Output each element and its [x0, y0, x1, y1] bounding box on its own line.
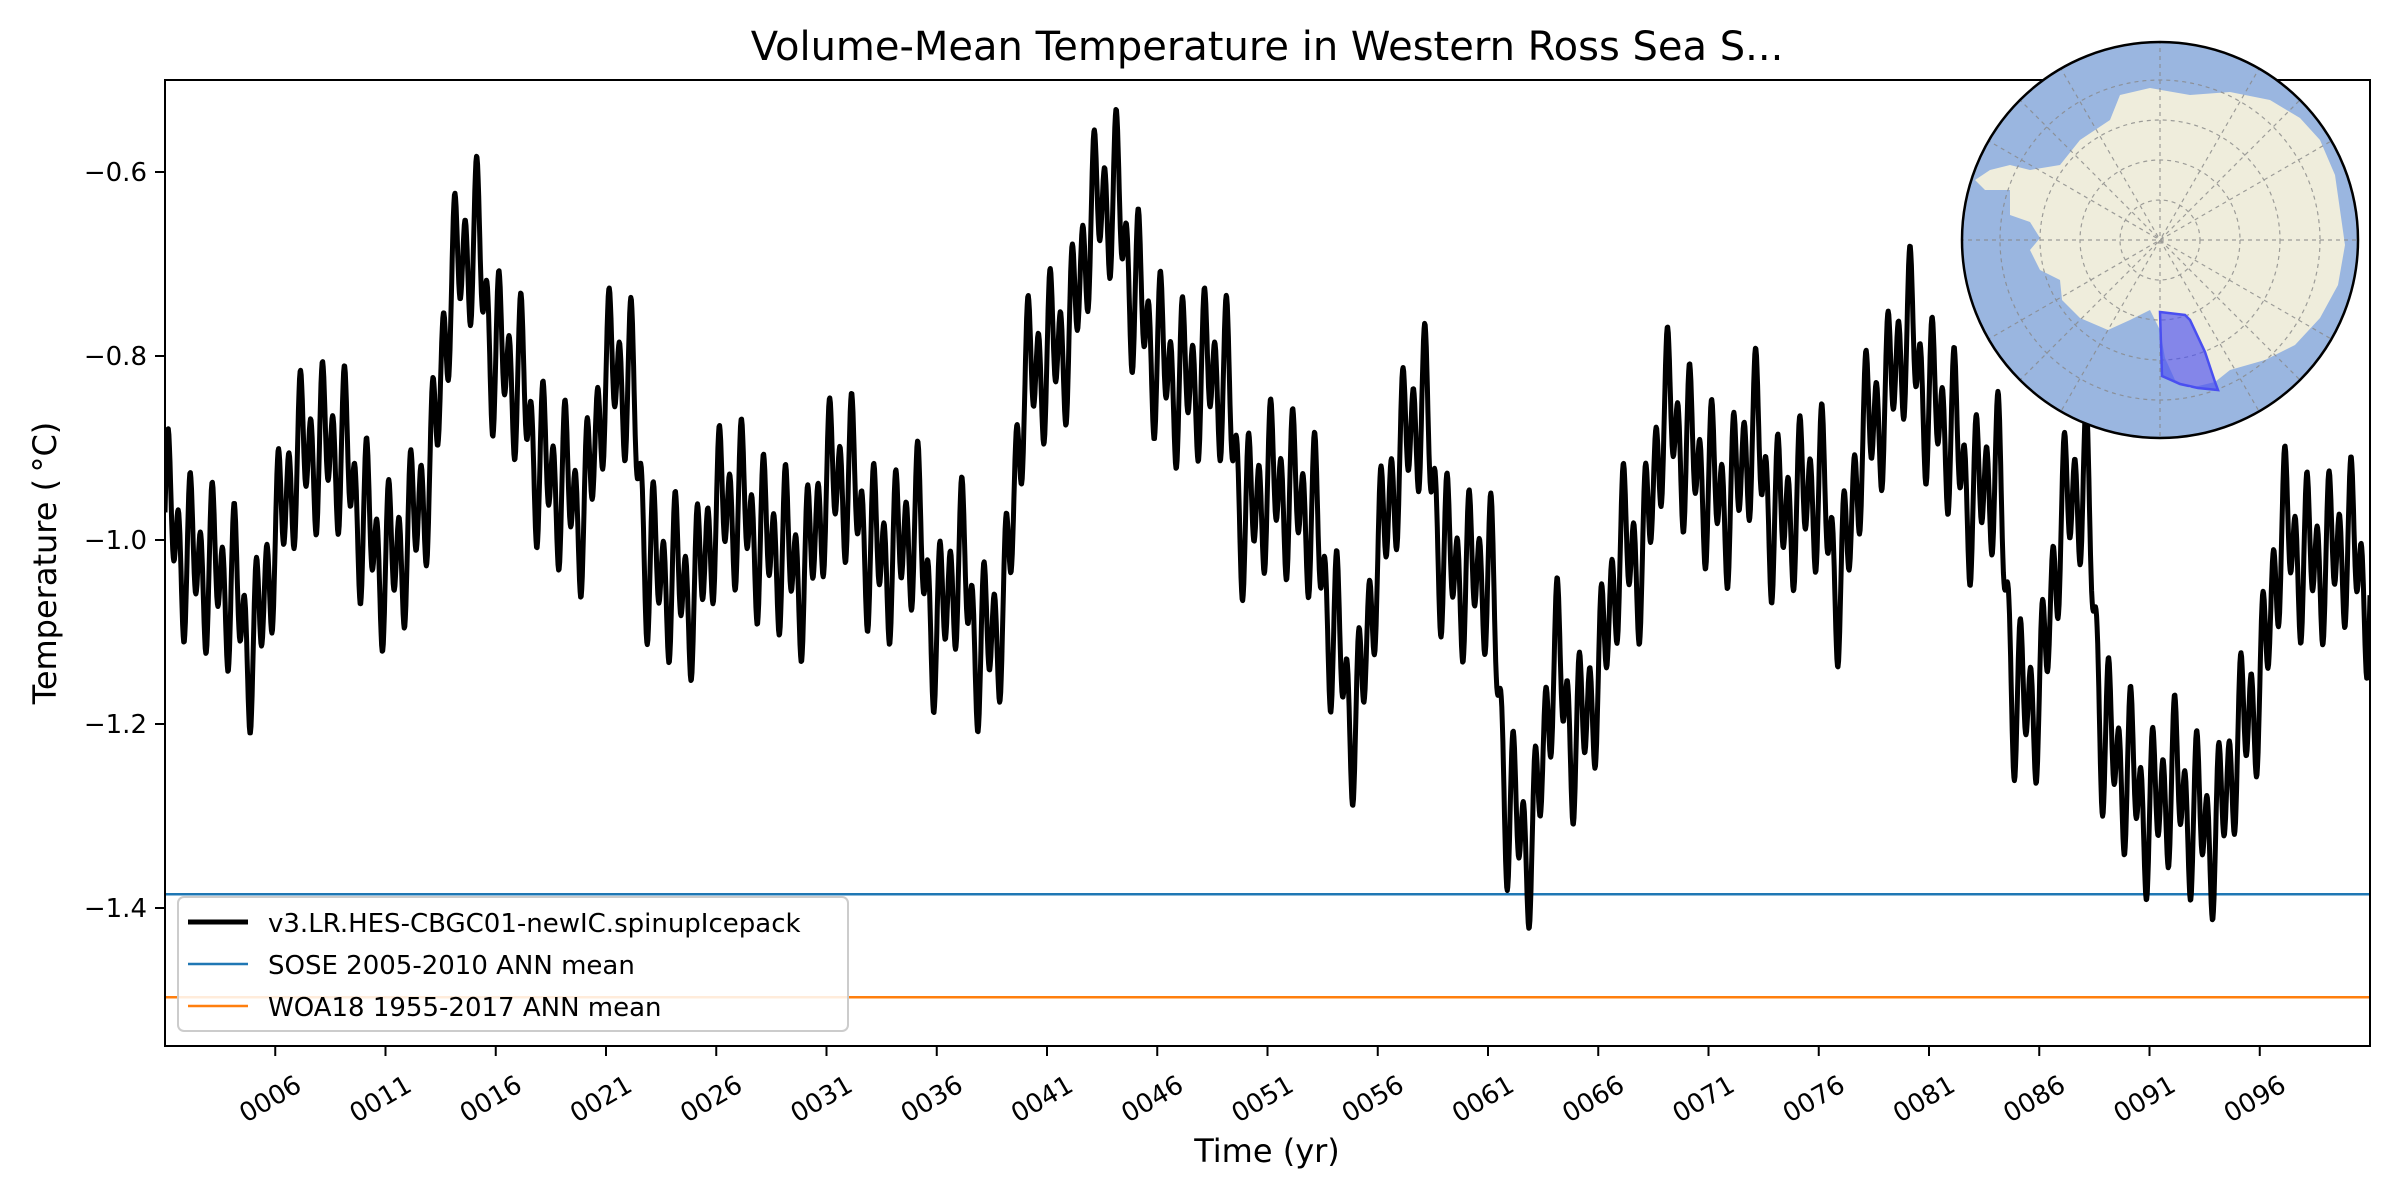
y-axis-label: Temperature ( °C): [26, 422, 64, 706]
map-western-ross-sea-region: [2158, 310, 2220, 392]
y-tick-label: −1.2: [84, 710, 147, 740]
map-border: [1960, 40, 2360, 440]
model-temperature-line: [165, 107, 2370, 931]
y-tick-label: −0.6: [84, 158, 147, 188]
map-graticule: [1962, 42, 2358, 438]
legend-label-model: v3.LR.HES-CBGC01-newIC.spinupIcepack: [268, 909, 801, 939]
y-tick-label: −1.4: [84, 894, 147, 924]
y-axis: −1.4 −1.2 −1.0 −0.8 −0.6: [84, 158, 165, 924]
y-tick-label: −0.8: [84, 342, 147, 372]
legend: v3.LR.HES-CBGC01-newIC.spinupIcepack SOS…: [177, 896, 849, 1032]
model-series: [165, 107, 2370, 931]
x-axis-label: Time (yr): [1193, 1132, 1340, 1170]
y-tick-label: −1.0: [84, 526, 147, 556]
legend-label-woa18: WOA18 1955-2017 ANN mean: [268, 993, 662, 1023]
chart-title: Volume-Mean Temperature in Western Ross …: [751, 24, 1784, 70]
legend-label-sose: SOSE 2005-2010 ANN mean: [268, 951, 635, 981]
map-antarctica-land: [1975, 88, 2345, 388]
inset-region-map: [1960, 40, 2360, 440]
legend-box: [177, 896, 849, 1032]
